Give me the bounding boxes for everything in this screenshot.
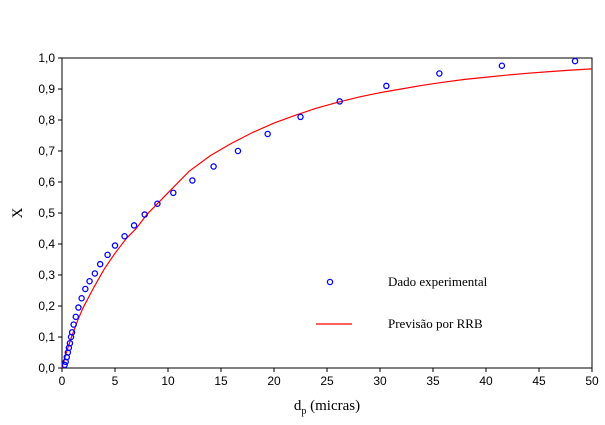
data-point <box>68 329 76 336</box>
x-tick-label: 45 <box>532 374 546 388</box>
y-tick-label: 0,9 <box>38 82 55 96</box>
y-tick-label: 0,7 <box>38 144 55 158</box>
plot-area-frame <box>61 57 593 369</box>
data-point <box>336 98 343 105</box>
data-point <box>436 70 443 77</box>
y-tick-label: 0,1 <box>38 330 55 344</box>
y-tick-label: 0,2 <box>38 299 55 313</box>
legend-label-previsao-por-rrb: Previsão por RRB <box>388 316 483 331</box>
data-point <box>141 211 148 218</box>
x-tick-label: 30 <box>373 374 387 388</box>
legend: Dado experimental Previsão por RRB <box>316 274 488 331</box>
x-axis-label: dp (micras) <box>294 398 360 417</box>
data-point <box>104 251 111 259</box>
data-point <box>189 177 196 184</box>
y-axis-label: X <box>10 207 26 218</box>
data-point <box>61 361 68 369</box>
x-tick-label: 50 <box>585 374 599 388</box>
series-previsao-por-rrb <box>61 68 593 369</box>
y-tick-label: 1,0 <box>38 51 55 65</box>
data-point <box>210 163 217 170</box>
data-point <box>234 147 242 155</box>
x-tick-label: 15 <box>214 374 228 388</box>
data-point <box>72 313 80 321</box>
data-point <box>130 222 138 229</box>
data-point <box>170 189 177 197</box>
y-tick-label: 0,3 <box>38 268 55 282</box>
data-point <box>498 62 506 70</box>
x-tick-label: 25 <box>320 374 334 388</box>
data-point <box>96 260 104 268</box>
data-point <box>66 339 74 347</box>
series-line-previsao-por-rrb <box>61 68 593 369</box>
legend-label-dado-experimental: Dado experimental <box>388 274 488 289</box>
y-tick-label: 0,4 <box>38 237 55 251</box>
series-dado-experimental <box>61 57 579 369</box>
x-tick-label: 35 <box>426 374 440 388</box>
data-point <box>82 285 89 293</box>
y-tick-label: 0,6 <box>38 175 55 189</box>
data-point <box>75 304 82 311</box>
data-point <box>78 294 85 302</box>
data-point <box>86 277 93 285</box>
data-point <box>121 232 128 240</box>
data-point <box>154 200 161 207</box>
data-point <box>571 57 579 65</box>
y-tick-label: 0,8 <box>38 113 55 127</box>
y-axis: 0,0 0,1 0,2 0,3 0,4 0,5 0,6 0,7 0,8 0,9 1,0 <box>38 51 62 375</box>
y-tick-label: 0,0 <box>38 361 55 375</box>
x-tick-label: 10 <box>161 374 175 388</box>
x-tick-label: 0 <box>59 374 66 388</box>
x-tick-label: 5 <box>112 374 119 388</box>
data-point <box>111 242 119 249</box>
x-axis: 0 5 10 15 20 25 30 35 40 45 50 <box>59 368 599 388</box>
x-tick-label: 40 <box>479 374 493 388</box>
data-point <box>383 82 390 90</box>
data-point <box>70 321 77 328</box>
data-point <box>264 130 271 138</box>
legend-marker-dado-experimental <box>326 278 334 286</box>
y-tick-label: 0,5 <box>38 206 55 220</box>
data-point <box>297 113 304 121</box>
x-tick-label: 20 <box>267 374 281 388</box>
data-point <box>91 270 99 277</box>
